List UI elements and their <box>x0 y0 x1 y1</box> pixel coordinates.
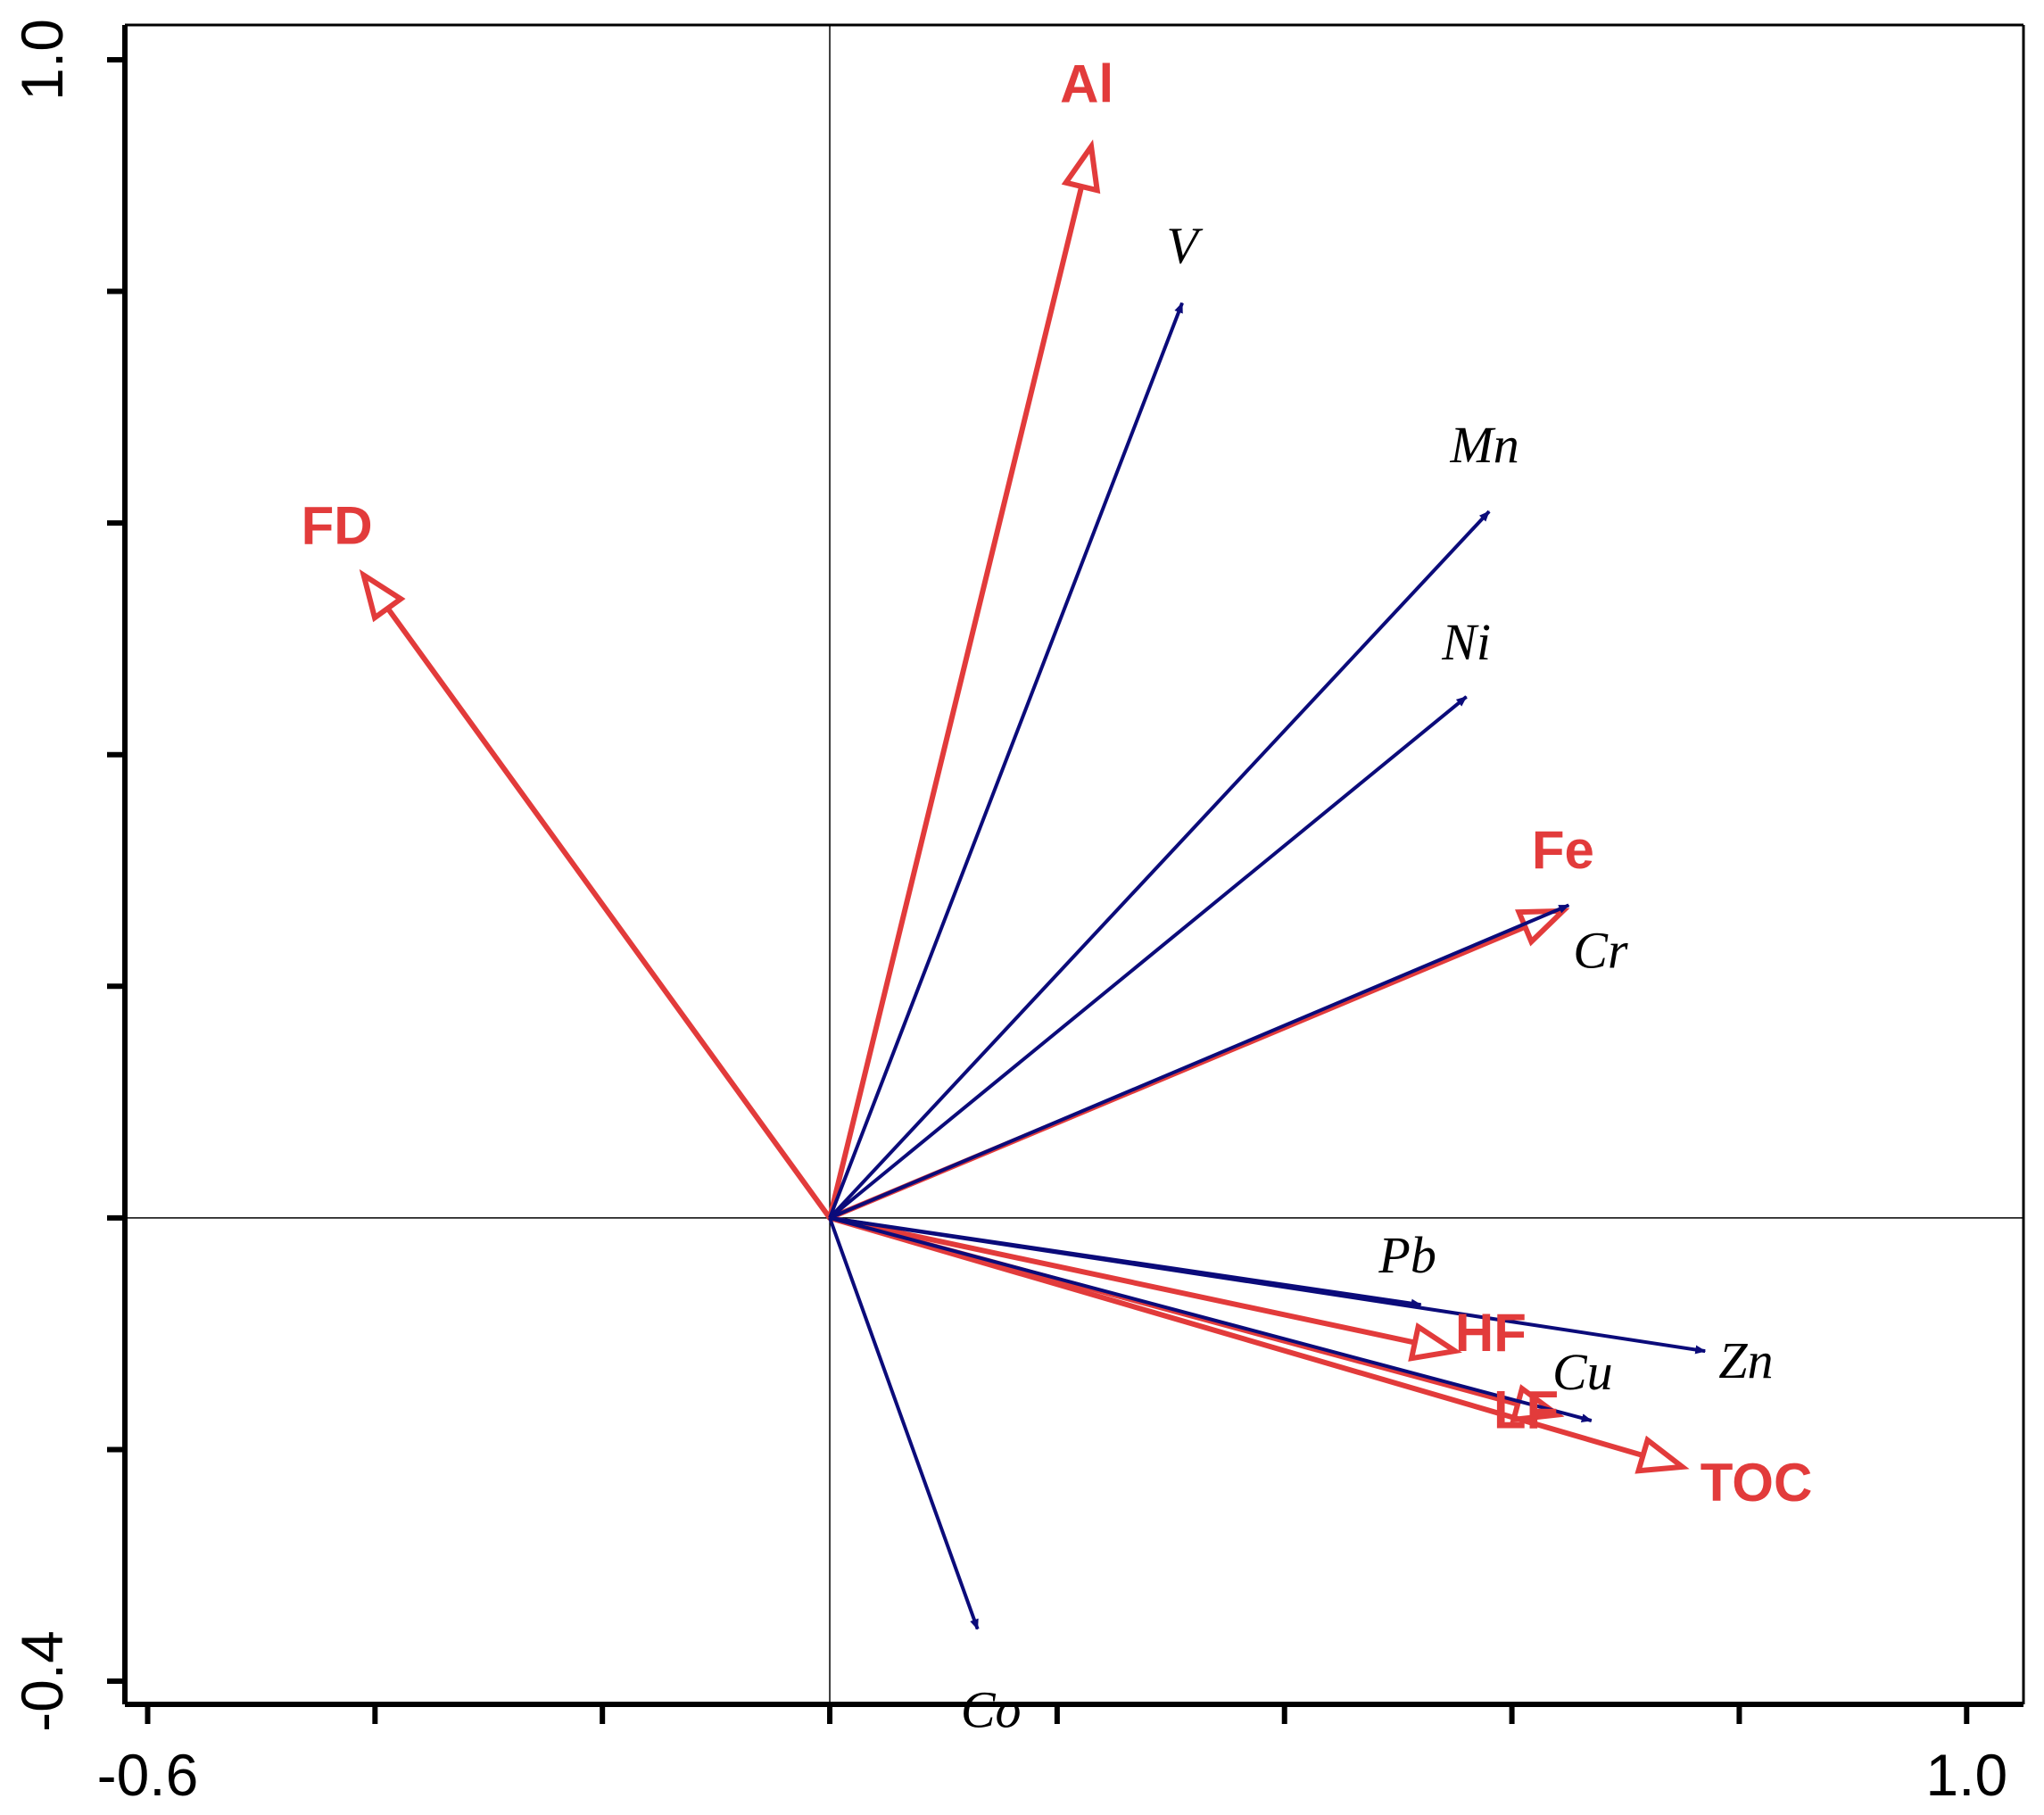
arrow-v <box>828 302 1184 1219</box>
label-zn: Zn <box>1718 1331 1773 1389</box>
reference-lines <box>125 25 2023 1704</box>
arrow-mn <box>828 510 1491 1220</box>
label-hf: HF <box>1455 1303 1527 1363</box>
label-toc: TOC <box>1701 1453 1813 1512</box>
x-axis-ticks <box>145 1704 1970 1724</box>
arrowhead-fe <box>1515 908 1570 947</box>
label-v: V <box>1166 217 1204 275</box>
arrowhead-al <box>1061 139 1101 195</box>
y-tick-label: -0.4 <box>9 1630 75 1732</box>
label-ni: Ni <box>1441 613 1491 671</box>
arrowhead-toc <box>1634 1435 1690 1474</box>
label-cr: Cr <box>1573 921 1628 979</box>
arrow-labels: V Mn Ni Cr Pb Zn Cu Co Al FD Fe HF LF TOC <box>302 54 1813 1738</box>
label-lf: LF <box>1494 1380 1559 1440</box>
label-cu: Cu <box>1552 1343 1613 1401</box>
label-al: Al <box>1060 54 1113 113</box>
arrowhead-hf <box>1408 1322 1462 1362</box>
arrow-cu <box>829 1215 1593 1423</box>
arrow-zn <box>829 1215 1707 1355</box>
x-tick-label: 1.0 <box>1925 1742 2007 1808</box>
arrow-toc <box>827 1214 1651 1460</box>
plot-frame <box>122 23 2025 1707</box>
y-axis-ticks <box>107 56 125 1685</box>
arrow-fd <box>382 601 833 1221</box>
arrowhead-fd <box>359 568 406 623</box>
arrow-hf <box>827 1214 1423 1347</box>
label-co: Co <box>961 1681 1022 1739</box>
arrow-al <box>827 178 1086 1221</box>
arrow-cr <box>829 903 1570 1220</box>
arrow-co <box>828 1217 980 1630</box>
label-fe: Fe <box>1532 820 1594 880</box>
label-mn: Mn <box>1449 416 1519 474</box>
label-fd: FD <box>302 496 373 556</box>
response-arrows <box>828 302 1707 1630</box>
tick-labels: -0.6 1.0 -0.4 1.0 <box>9 19 2007 1808</box>
explanatory-arrows <box>359 139 1690 1474</box>
label-pb: Pb <box>1378 1226 1436 1284</box>
x-tick-label: -0.6 <box>97 1742 199 1808</box>
arrow-ni <box>828 695 1468 1220</box>
y-tick-label: 1.0 <box>9 19 75 101</box>
